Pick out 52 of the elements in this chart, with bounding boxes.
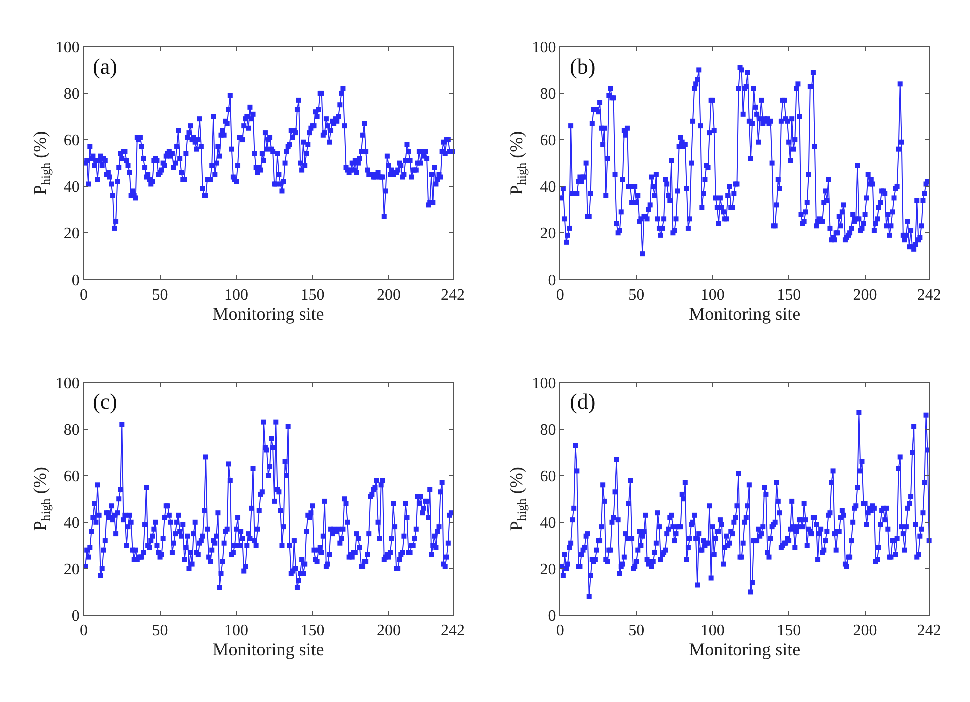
annotation: (c) — [93, 389, 118, 414]
y-tick-label: 0 — [548, 272, 556, 290]
y-tick-label: 0 — [72, 608, 80, 626]
y-tick-label: 40 — [540, 515, 556, 532]
y-tick-label: 20 — [540, 226, 556, 243]
y-tick-label: 60 — [540, 132, 556, 150]
x-tick-label: 100 — [700, 622, 725, 640]
x-tick-label: 50 — [152, 286, 168, 304]
y-tick-label: 20 — [540, 562, 556, 579]
y-tick-label: 80 — [540, 422, 556, 439]
x-axis-title: Monitoring site — [212, 640, 324, 660]
y-tick-label: 20 — [64, 562, 80, 579]
y-tick-label: 0 — [548, 608, 556, 626]
x-tick-label: 200 — [853, 286, 878, 304]
annotation: (b) — [570, 54, 596, 79]
x-axis-title: Monitoring site — [689, 640, 801, 660]
y-tick-label: 40 — [64, 515, 80, 532]
y-tick-label: 20 — [64, 226, 80, 243]
x-tick-label: 100 — [700, 286, 725, 304]
x-tick-label: 150 — [777, 622, 802, 640]
y-tick-label: 0 — [72, 272, 80, 290]
y-tick-label: 100 — [56, 375, 80, 392]
y-tick-label: 100 — [532, 40, 556, 57]
x-tick-label: 200 — [853, 622, 878, 640]
x-tick-label: 150 — [300, 286, 325, 304]
x-axis-title: Monitoring site — [212, 304, 324, 324]
x-tick-label: 200 — [376, 286, 401, 304]
y-tick-label: 60 — [540, 468, 556, 486]
x-tick-label: 150 — [777, 286, 802, 304]
y-tick-label: 100 — [532, 375, 556, 392]
y-tick-label: 60 — [64, 468, 80, 486]
x-tick-label: 100 — [224, 622, 248, 640]
y-tick-label: 60 — [64, 132, 80, 150]
x-tick-label: 242 — [917, 622, 942, 640]
y-tick-label: 80 — [540, 86, 556, 104]
y-tick-label: 40 — [540, 179, 556, 196]
x-tick-label: 150 — [300, 622, 325, 640]
x-tick-label: 50 — [628, 286, 645, 304]
y-tick-label: 40 — [64, 179, 80, 196]
x-tick-label: 242 — [917, 286, 942, 304]
x-tick-label: 50 — [628, 622, 645, 640]
annotation: (a) — [93, 54, 118, 79]
y-tick-label: 80 — [64, 86, 80, 104]
x-tick-label: 242 — [440, 622, 465, 640]
x-axis-title: Monitoring site — [689, 304, 801, 324]
x-tick-label: 100 — [224, 286, 248, 304]
x-tick-label: 200 — [376, 622, 401, 640]
annotation: (d) — [570, 389, 596, 414]
y-tick-label: 100 — [56, 40, 80, 57]
y-tick-label: 80 — [64, 422, 80, 439]
x-tick-label: 242 — [440, 286, 465, 304]
x-tick-label: 50 — [152, 622, 168, 640]
